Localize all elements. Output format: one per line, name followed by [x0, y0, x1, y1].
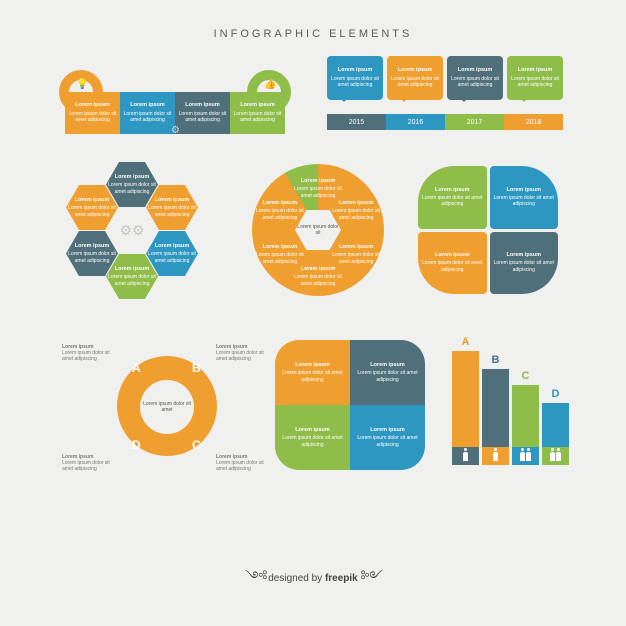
- footer-brand: freepik: [325, 573, 358, 584]
- donut-letter-A: A: [132, 361, 141, 375]
- bar-letter-A: A: [452, 336, 479, 348]
- donut-callout-2: Lorem ipsumLorem ipsum dolor sit amet ad…: [216, 454, 276, 472]
- pie-six-slice: Lorem ipsum dolor sit Lorem ipsumLorem i…: [252, 164, 384, 296]
- bar-A: A: [452, 351, 479, 447]
- year-2017: 2017: [445, 114, 504, 130]
- bar-letter-C: C: [512, 370, 539, 382]
- arrow-quad-cell-1: Lorem ipsumLorem ipsum dolor sit amet ad…: [350, 340, 425, 405]
- banner-box-2: Lorem ipsumLorem ipsum dolor sit amet ad…: [175, 92, 230, 134]
- rounded-quad-cell-3: Lorem ipsumLorem ipsum dolor sit amet ad…: [490, 232, 559, 295]
- bar-letter-B: B: [482, 354, 509, 366]
- year-2016: 2016: [386, 114, 445, 130]
- banner-box-3: Lorem ipsumLorem ipsum dolor sit amet ad…: [230, 92, 285, 134]
- bar-letter-D: D: [542, 388, 569, 400]
- person-icon: [463, 452, 468, 461]
- donut-callout-3: Lorem ipsumLorem ipsum dolor sit amet ad…: [62, 454, 122, 472]
- bar-foot-A: [452, 447, 479, 465]
- speech-bubble-1: Lorem ipsumLorem ipsum dolor sit amet ad…: [387, 56, 443, 100]
- pie-slice-label-4: Lorem ipsumLorem ipsum dolor sit amet ad…: [293, 266, 343, 287]
- donut-letter-D: D: [132, 438, 141, 452]
- bar-chart: A B C D: [452, 332, 572, 482]
- person-icon: [520, 452, 525, 461]
- donut-letter-B: B: [192, 361, 201, 375]
- bar-C: C: [512, 385, 539, 447]
- year-2018: 2018: [504, 114, 563, 130]
- banner-box-1: Lorem ipsumLorem ipsum dolor sit amet ad…: [120, 92, 175, 134]
- bar-B: B: [482, 369, 509, 447]
- donut-chart: Lorem ipsum dolor sit amet A B C D Lorem ips…: [62, 338, 272, 478]
- pie-slice-label-0: Lorem ipsumLorem ipsum dolor sit amet ad…: [255, 200, 305, 221]
- timeline-bubbles: Lorem ipsumLorem ipsum dolor sit amet ad…: [327, 56, 563, 130]
- year-2015: 2015: [327, 114, 386, 130]
- speech-bubble-2: Lorem ipsumLorem ipsum dolor sit amet ad…: [447, 56, 503, 100]
- pie-slice-label-1: Lorem ipsumLorem ipsum dolor sit amet ad…: [293, 178, 343, 199]
- hexagon-cluster: Lorem ipsumLorem ipsum dolor sit amet ad…: [66, 162, 216, 312]
- arrow-quad-cell-3: Lorem ipsumLorem ipsum dolor sit amet ad…: [350, 405, 425, 470]
- speech-bubble-3: Lorem ipsumLorem ipsum dolor sit amet ad…: [507, 56, 563, 100]
- pie-center-text: Lorem ipsum dolor sit: [295, 224, 341, 237]
- pie-slice-label-2: Lorem ipsumLorem ipsum dolor sit amet ad…: [331, 200, 381, 221]
- bar-foot-C: [512, 447, 539, 465]
- arrow-quad: Lorem ipsumLorem ipsum dolor sit amet ad…: [275, 340, 425, 470]
- rounded-quad-cell-2: Lorem ipsumLorem ipsum dolor sit amet ad…: [418, 232, 487, 295]
- arrow-quad-cell-2: Lorem ipsumLorem ipsum dolor sit amet ad…: [275, 405, 350, 470]
- rounded-quad: Lorem ipsumLorem ipsum dolor sit amet ad…: [418, 166, 558, 294]
- bar-foot-B: [482, 447, 509, 465]
- speech-bubble-0: Lorem ipsumLorem ipsum dolor sit amet ad…: [327, 56, 383, 100]
- thumbs-up-icon: 👍: [264, 79, 276, 90]
- attribution: ༺ designed by freepik ༻: [0, 560, 626, 600]
- donut-callout-1: Lorem ipsumLorem ipsum dolor sit amet ad…: [216, 344, 276, 362]
- person-icon: [550, 452, 555, 461]
- bar-foot-D: [542, 447, 569, 465]
- banner-box-0: Lorem ipsumLorem ipsum dolor sit amet ad…: [65, 92, 120, 134]
- banner-with-arcs: 💡 👍 Lorem ipsumLorem ipsum dolor sit ame…: [65, 70, 285, 112]
- donut-letter-C: C: [192, 438, 201, 452]
- arrow-quad-cell-0: Lorem ipsumLorem ipsum dolor sit amet ad…: [275, 340, 350, 405]
- gears-icon: ⚙: [171, 125, 180, 136]
- pie-slice-label-3: Lorem ipsumLorem ipsum dolor sit amet ad…: [331, 244, 381, 265]
- gears-icon: ⚙⚙: [119, 222, 144, 239]
- page-title: INFOGRAPHIC ELEMENTS: [0, 0, 626, 40]
- person-icon: [556, 452, 561, 461]
- person-icon: [526, 452, 531, 461]
- rounded-quad-cell-1: Lorem ipsumLorem ipsum dolor sit amet ad…: [490, 166, 559, 229]
- person-icon: [493, 452, 498, 461]
- donut-callout-0: Lorem ipsumLorem ipsum dolor sit amet ad…: [62, 344, 122, 362]
- pie-slice-label-5: Lorem ipsumLorem ipsum dolor sit amet ad…: [255, 244, 305, 265]
- donut-center-text: Lorem ipsum dolor sit amet: [140, 401, 194, 414]
- rounded-quad-cell-0: Lorem ipsumLorem ipsum dolor sit amet ad…: [418, 166, 487, 229]
- footer-prefix: designed by: [268, 573, 322, 584]
- bar-D: D: [542, 403, 569, 447]
- lightbulb-icon: 💡: [76, 79, 88, 90]
